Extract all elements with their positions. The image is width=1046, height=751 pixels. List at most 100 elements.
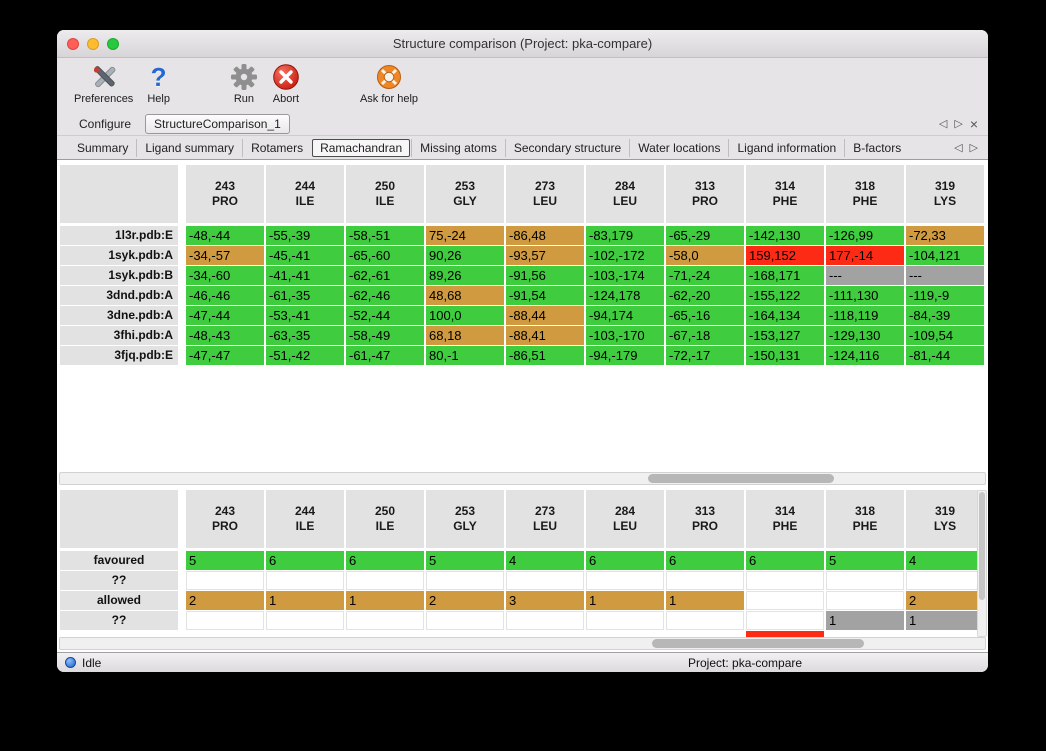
table-cell[interactable] [506, 611, 584, 630]
table-cell[interactable]: -62,-20 [666, 286, 744, 305]
table-cell[interactable]: -55,-39 [266, 226, 344, 245]
table-cell[interactable]: -34,-57 [186, 246, 264, 265]
table-cell[interactable] [346, 571, 424, 590]
table-cell[interactable]: 1 [266, 591, 344, 610]
table-cell[interactable]: -104,121 [906, 246, 984, 265]
table-cell[interactable]: -62,-46 [346, 286, 424, 305]
table-cell[interactable]: 5 [426, 551, 504, 570]
table-cell[interactable] [826, 571, 904, 590]
scrollbar-thumb[interactable] [648, 474, 834, 483]
table-cell[interactable]: 6 [266, 551, 344, 570]
table-cell[interactable] [826, 591, 904, 610]
table-cell[interactable]: -168,171 [746, 266, 824, 285]
subtab-ramachandran[interactable]: Ramachandran [312, 138, 411, 157]
scrollbar-thumb[interactable] [652, 639, 864, 648]
table-cell[interactable]: -72,33 [906, 226, 984, 245]
subtab-rotamers[interactable]: Rotamers [242, 138, 311, 157]
table-cell[interactable]: -119,-9 [906, 286, 984, 305]
subtab-secondary-structure[interactable]: Secondary structure [504, 138, 629, 157]
table-cell[interactable]: -102,-172 [586, 246, 664, 265]
table-cell[interactable]: -103,-174 [586, 266, 664, 285]
table-cell[interactable] [746, 571, 824, 590]
table-cell[interactable] [666, 611, 744, 630]
table-cell[interactable] [586, 611, 664, 630]
table-cell[interactable]: -47,-47 [186, 346, 264, 365]
table-cell[interactable]: -142,130 [746, 226, 824, 245]
table-cell[interactable]: 89,26 [426, 266, 504, 285]
table-cell[interactable]: -93,57 [506, 246, 584, 265]
help-button[interactable]: ? Help [140, 62, 177, 105]
table-cell[interactable]: 48,68 [426, 286, 504, 305]
table-cell[interactable]: -47,-44 [186, 306, 264, 325]
table-cell[interactable]: 1 [346, 591, 424, 610]
table-cell[interactable]: --- [906, 266, 984, 285]
horizontal-scrollbar-top[interactable] [59, 472, 986, 485]
table-cell[interactable]: -48,-44 [186, 226, 264, 245]
table-cell[interactable] [906, 571, 978, 590]
table-cell[interactable] [266, 611, 344, 630]
table-cell[interactable]: -94,174 [586, 306, 664, 325]
table-cell[interactable]: -155,122 [746, 286, 824, 305]
table-cell[interactable] [586, 571, 664, 590]
table-cell[interactable] [426, 611, 504, 630]
close-tab-icon[interactable]: × [969, 115, 978, 132]
run-button[interactable]: Run [223, 62, 265, 105]
table-cell[interactable]: -164,134 [746, 306, 824, 325]
table-cell[interactable]: -91,54 [506, 286, 584, 305]
subtab-water-locations[interactable]: Water locations [629, 138, 728, 157]
subtab-b-factors[interactable]: B-factors [844, 138, 909, 157]
subtab-ligand-information[interactable]: Ligand information [728, 138, 844, 157]
table-cell[interactable]: 5 [826, 551, 904, 570]
table-cell[interactable]: -88,44 [506, 306, 584, 325]
tab-configure[interactable]: Configure [79, 116, 132, 131]
subtab-summary[interactable]: Summary [77, 140, 129, 155]
table-cell[interactable]: 6 [586, 551, 664, 570]
table-cell[interactable]: -46,-46 [186, 286, 264, 305]
table-cell[interactable]: 5 [186, 551, 264, 570]
abort-button[interactable]: Abort [265, 62, 307, 105]
prev-subtab-icon[interactable]: ◁ [954, 141, 963, 154]
table-cell[interactable] [426, 571, 504, 590]
table-cell[interactable]: 6 [746, 551, 824, 570]
close-window-button[interactable] [67, 37, 79, 50]
scrollbar-thumb[interactable] [979, 492, 985, 600]
minimize-window-button[interactable] [87, 37, 99, 50]
table-cell[interactable]: 3 [506, 591, 584, 610]
table-cell[interactable]: 6 [666, 551, 744, 570]
next-subtab-icon[interactable]: ▷ [969, 141, 978, 154]
table-cell[interactable]: 90,26 [426, 246, 504, 265]
next-tab-icon[interactable]: ▷ [954, 117, 963, 130]
table-cell[interactable]: -84,-39 [906, 306, 984, 325]
table-cell[interactable]: 2 [906, 591, 978, 610]
table-cell[interactable]: 75,-24 [426, 226, 504, 245]
table-cell[interactable]: -34,-60 [186, 266, 264, 285]
table-cell[interactable] [746, 591, 824, 610]
table-cell[interactable]: 4 [906, 551, 978, 570]
table-cell[interactable]: 100,0 [426, 306, 504, 325]
table-cell[interactable]: 80,-1 [426, 346, 504, 365]
table-cell[interactable] [186, 571, 264, 590]
table-cell[interactable]: -58,-51 [346, 226, 424, 245]
ask-for-help-button[interactable]: Ask for help [353, 62, 425, 105]
table-cell[interactable]: -61,-35 [266, 286, 344, 305]
subtab-missing-atoms[interactable]: Missing atoms [411, 138, 505, 157]
table-cell[interactable]: -67,-18 [666, 326, 744, 345]
preferences-button[interactable]: Preferences [67, 62, 140, 105]
table-cell[interactable]: -48,-43 [186, 326, 264, 345]
tab-structurecomparison-1[interactable]: StructureComparison_1 [145, 113, 290, 134]
table-cell[interactable]: 4 [506, 551, 584, 570]
table-cell[interactable]: -91,56 [506, 266, 584, 285]
table-cell[interactable]: -124,116 [826, 346, 904, 365]
table-cell[interactable]: -109,54 [906, 326, 984, 345]
table-cell[interactable] [186, 611, 264, 630]
table-cell[interactable]: -58,0 [666, 246, 744, 265]
table-cell[interactable] [506, 571, 584, 590]
table-cell[interactable]: -45,-41 [266, 246, 344, 265]
table-cell[interactable]: -61,-47 [346, 346, 424, 365]
horizontal-scrollbar-bottom[interactable] [59, 637, 986, 650]
table-cell[interactable] [666, 571, 744, 590]
table-cell[interactable]: -111,130 [826, 286, 904, 305]
table-cell[interactable]: 1 [826, 611, 904, 630]
table-cell[interactable]: -129,130 [826, 326, 904, 345]
table-cell[interactable]: -53,-41 [266, 306, 344, 325]
